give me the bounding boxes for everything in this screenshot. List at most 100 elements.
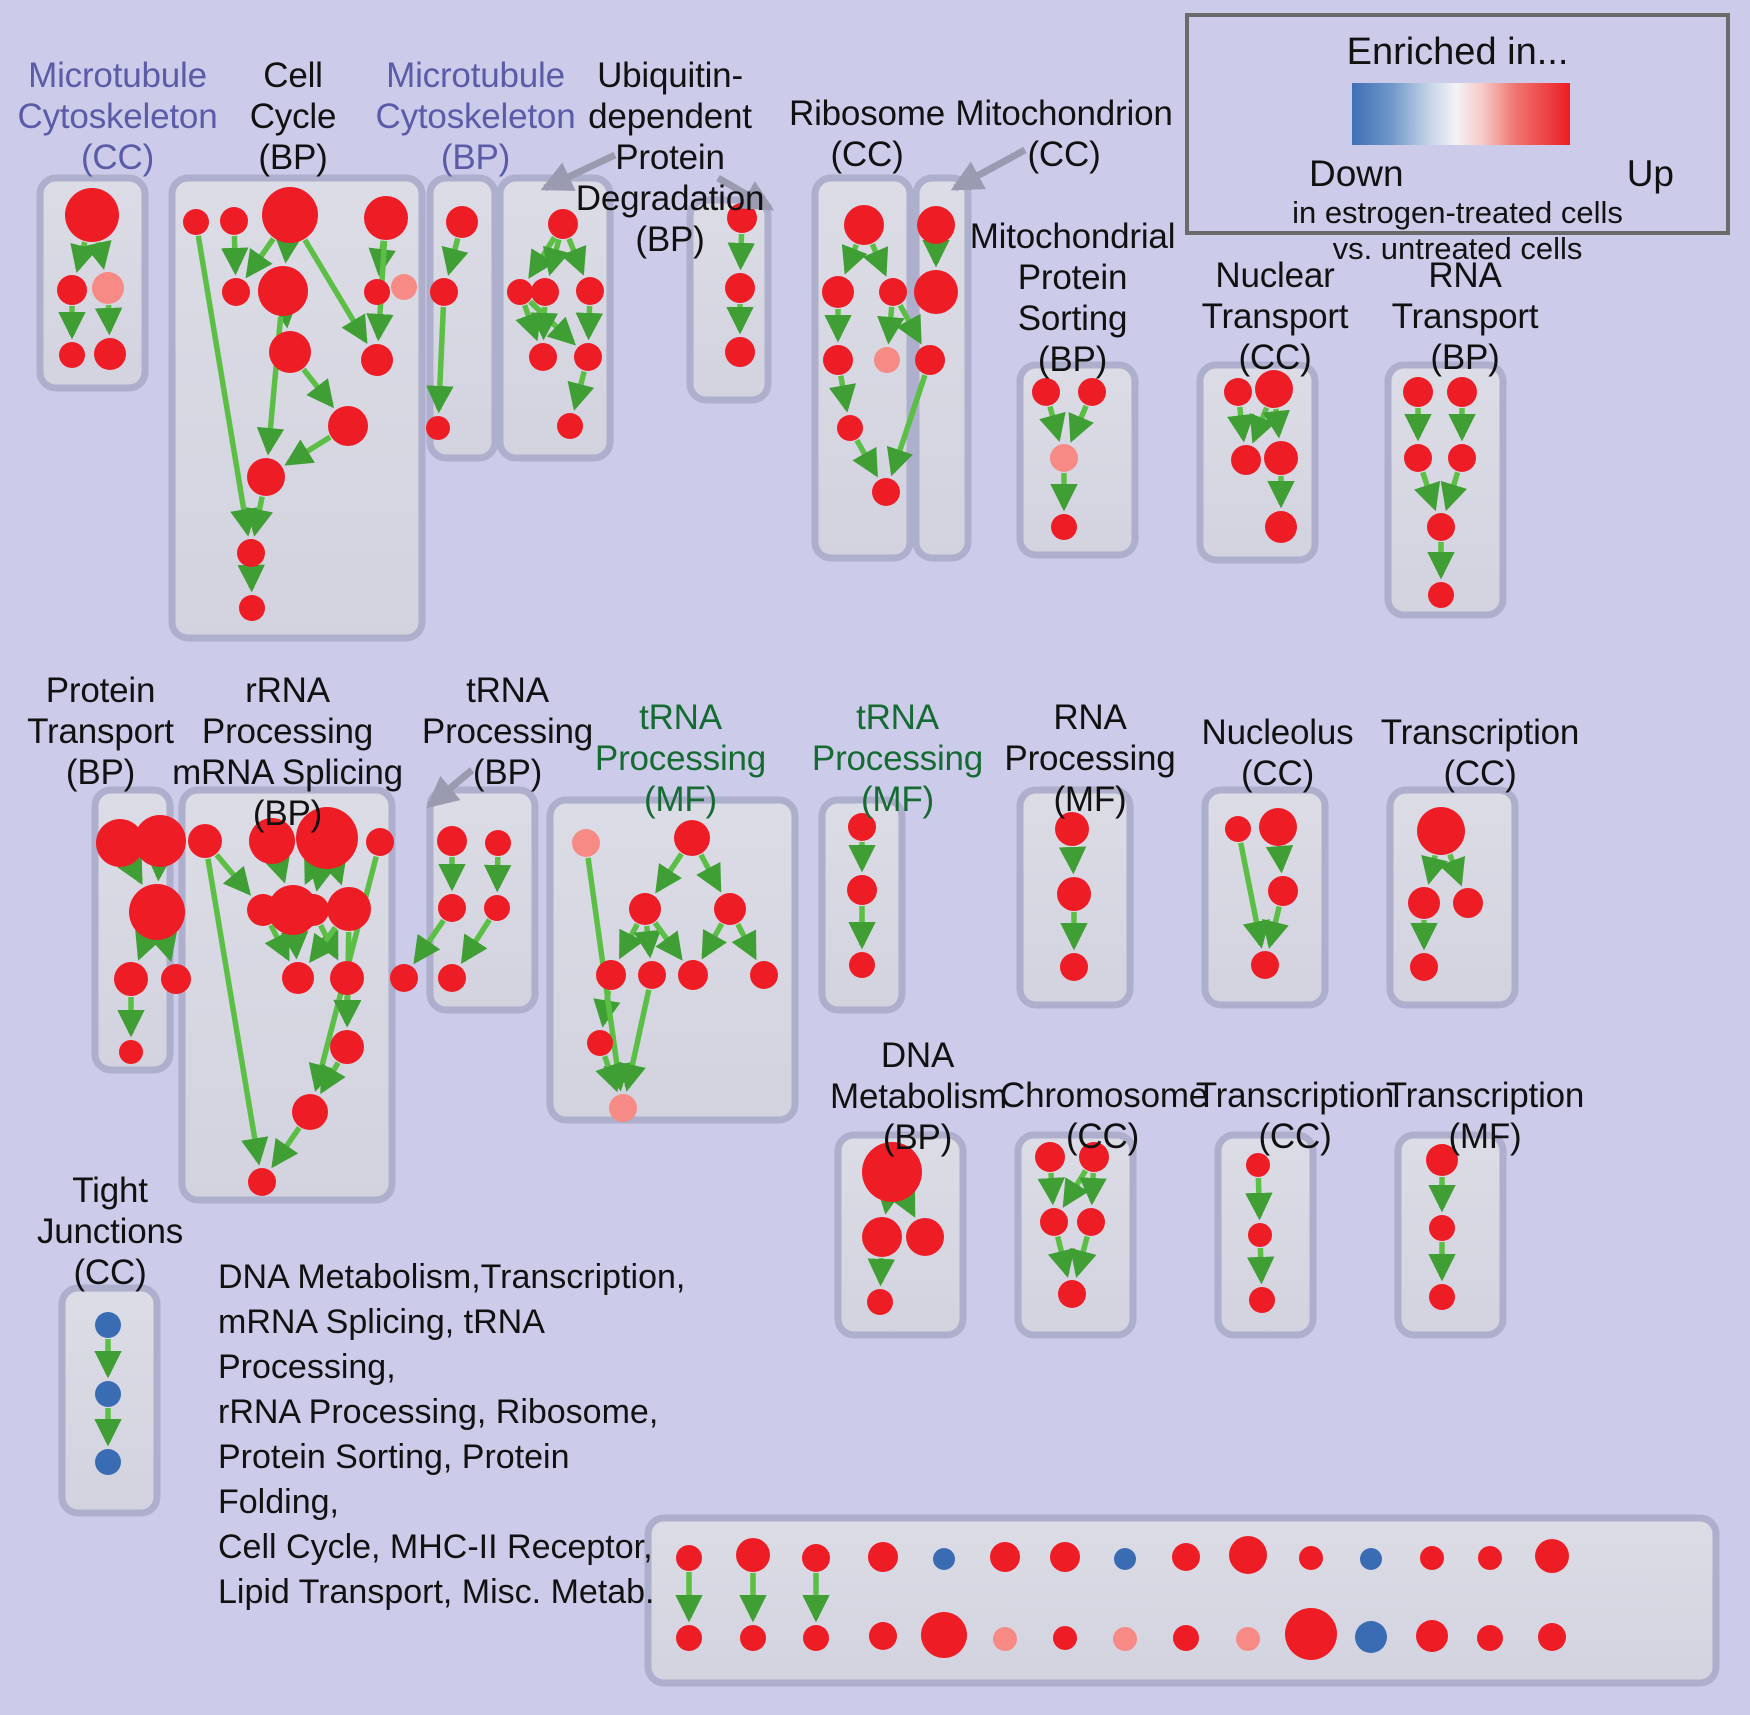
- node-chromosome-cc-1[interactable]: [1079, 1142, 1109, 1172]
- node-cell-cycle-bp-10[interactable]: [247, 458, 285, 496]
- node-trna-processing-mf-large-3[interactable]: [714, 893, 746, 925]
- node-rna-transport-bp-3[interactable]: [1448, 444, 1476, 472]
- node-transcription-mf-2[interactable]: [1429, 1284, 1455, 1310]
- node-ubiquitin-degradation-right-0[interactable]: [727, 203, 757, 233]
- node-rrna-mrna-splicing-bp-10[interactable]: [330, 1030, 364, 1064]
- node-misc-wide-panel-28[interactable]: [1477, 1625, 1503, 1651]
- node-ubiquitin-degradation-right-2[interactable]: [725, 337, 755, 367]
- node-misc-wide-panel-26[interactable]: [1355, 1621, 1387, 1653]
- node-trna-processing-mf-large-9[interactable]: [609, 1094, 637, 1122]
- node-misc-wide-panel-13[interactable]: [1478, 1546, 1502, 1570]
- node-cell-cycle-bp-2[interactable]: [262, 187, 318, 243]
- node-microtubule-cytoskeleton-bp-2[interactable]: [391, 274, 417, 300]
- node-trna-processing-mf-large-5[interactable]: [638, 961, 666, 989]
- node-misc-wide-panel-6[interactable]: [1050, 1542, 1080, 1572]
- node-misc-wide-panel-2[interactable]: [802, 1544, 830, 1572]
- node-misc-wide-panel-3[interactable]: [868, 1542, 898, 1572]
- node-transcription-cc-lower-0[interactable]: [1246, 1153, 1270, 1177]
- node-microtubule-cytoskeleton-cc-3[interactable]: [59, 342, 85, 368]
- node-protein-transport-bp-0[interactable]: [96, 819, 144, 867]
- node-rrna-mrna-splicing-bp-8[interactable]: [282, 962, 314, 994]
- node-misc-wide-panel-14[interactable]: [1535, 1539, 1569, 1573]
- node-microtubule-cytoskeleton-cc-4[interactable]: [94, 338, 126, 370]
- node-nucleolus-cc-1[interactable]: [1259, 808, 1297, 846]
- node-mitochondrion-cc-0[interactable]: [917, 206, 955, 244]
- node-misc-wide-panel-5[interactable]: [990, 1542, 1020, 1572]
- node-rrna-mrna-splicing-bp-12[interactable]: [248, 1168, 276, 1196]
- node-ubiquitin-degradation-left-2[interactable]: [531, 278, 559, 306]
- node-transcription-cc-upper-3[interactable]: [1410, 953, 1438, 981]
- node-misc-wide-panel-29[interactable]: [1538, 1623, 1566, 1651]
- node-cell-cycle-bp-12[interactable]: [239, 595, 265, 621]
- node-cell-cycle-bp-6[interactable]: [364, 279, 390, 305]
- node-trna-processing-mf-large-0[interactable]: [572, 829, 600, 857]
- node-nucleolus-cc-3[interactable]: [1251, 951, 1279, 979]
- node-trna-processing-mf-large-8[interactable]: [587, 1030, 613, 1056]
- node-rna-processing-mf-0[interactable]: [1055, 812, 1089, 846]
- node-rrna-mrna-splicing-bp-2[interactable]: [296, 807, 358, 869]
- node-rrna-mrna-splicing-bp-0[interactable]: [188, 824, 222, 858]
- node-dna-metabolism-bp-0[interactable]: [862, 1142, 922, 1202]
- node-dna-metabolism-bp-3[interactable]: [867, 1289, 893, 1315]
- node-ribosome-cc-1[interactable]: [822, 276, 854, 308]
- node-tight-junctions-cc-0[interactable]: [95, 1312, 121, 1338]
- node-protein-transport-bp-1[interactable]: [134, 815, 186, 867]
- node-trna-processing-mf-large-2[interactable]: [629, 893, 661, 925]
- node-rna-processing-mf-2[interactable]: [1060, 953, 1088, 981]
- node-trna-processing-bp-5[interactable]: [438, 964, 466, 992]
- node-ubiquitin-degradation-left-6[interactable]: [557, 413, 583, 439]
- node-cell-cycle-bp-3[interactable]: [364, 196, 408, 240]
- node-misc-wide-panel-11[interactable]: [1360, 1548, 1382, 1570]
- node-misc-wide-panel-25[interactable]: [1285, 1608, 1337, 1660]
- node-trna-processing-mf-large-6[interactable]: [678, 960, 708, 990]
- node-trna-processing-mf-large-4[interactable]: [596, 960, 626, 990]
- node-ubiquitin-degradation-left-0[interactable]: [548, 209, 578, 239]
- node-nuclear-transport-cc-3[interactable]: [1264, 441, 1298, 475]
- node-cell-cycle-bp-0[interactable]: [183, 209, 209, 235]
- node-misc-wide-panel-8[interactable]: [1172, 1543, 1200, 1571]
- node-mitochondrial-protein-sorting-bp-0[interactable]: [1032, 378, 1060, 406]
- node-protein-transport-bp-5[interactable]: [119, 1040, 143, 1064]
- node-cell-cycle-bp-7[interactable]: [269, 331, 311, 373]
- node-cell-cycle-bp-11[interactable]: [237, 539, 265, 567]
- node-misc-wide-panel-4[interactable]: [933, 1548, 955, 1570]
- node-trna-processing-mf-small-1[interactable]: [847, 875, 877, 905]
- node-dna-metabolism-bp-1[interactable]: [862, 1217, 902, 1257]
- node-cell-cycle-bp-4[interactable]: [222, 278, 250, 306]
- node-misc-wide-panel-27[interactable]: [1416, 1620, 1448, 1652]
- node-microtubule-cytoskeleton-bp-3[interactable]: [426, 416, 450, 440]
- node-misc-wide-panel-22[interactable]: [1113, 1627, 1137, 1651]
- node-misc-wide-panel-1[interactable]: [736, 1538, 770, 1572]
- node-ubiquitin-degradation-left-5[interactable]: [574, 343, 602, 371]
- node-misc-wide-panel-7[interactable]: [1114, 1548, 1136, 1570]
- node-microtubule-cytoskeleton-cc-1[interactable]: [57, 275, 87, 305]
- node-rna-transport-bp-0[interactable]: [1403, 377, 1433, 407]
- node-misc-wide-panel-9[interactable]: [1229, 1536, 1267, 1574]
- node-transcription-cc-upper-0[interactable]: [1417, 807, 1465, 855]
- node-trna-processing-mf-small-0[interactable]: [848, 813, 876, 841]
- node-mitochondrion-cc-1[interactable]: [914, 270, 958, 314]
- node-misc-wide-panel-12[interactable]: [1420, 1546, 1444, 1570]
- node-rrna-mrna-splicing-bp-9[interactable]: [330, 961, 364, 995]
- node-misc-wide-panel-16[interactable]: [740, 1625, 766, 1651]
- node-ribosome-cc-3[interactable]: [823, 345, 853, 375]
- node-ribosome-cc-5[interactable]: [915, 345, 945, 375]
- node-microtubule-cytoskeleton-cc-2[interactable]: [92, 272, 124, 304]
- node-transcription-cc-lower-1[interactable]: [1248, 1223, 1272, 1247]
- node-nuclear-transport-cc-4[interactable]: [1265, 511, 1297, 543]
- node-trna-processing-mf-large-7[interactable]: [750, 961, 778, 989]
- node-misc-wide-panel-21[interactable]: [1053, 1626, 1077, 1650]
- node-nuclear-transport-cc-1[interactable]: [1255, 370, 1293, 408]
- node-microtubule-cytoskeleton-cc-0[interactable]: [65, 188, 119, 242]
- node-protein-transport-bp-3[interactable]: [114, 962, 148, 996]
- node-rrna-mrna-splicing-bp-7[interactable]: [327, 887, 371, 931]
- node-misc-wide-panel-0[interactable]: [676, 1545, 702, 1571]
- node-microtubule-cytoskeleton-bp-1[interactable]: [430, 278, 458, 306]
- node-ribosome-cc-2[interactable]: [879, 278, 907, 306]
- node-misc-wide-panel-18[interactable]: [869, 1622, 897, 1650]
- node-cell-cycle-bp-9[interactable]: [328, 406, 368, 446]
- node-tight-junctions-cc-1[interactable]: [95, 1381, 121, 1407]
- node-rna-transport-bp-1[interactable]: [1447, 377, 1477, 407]
- node-ubiquitin-degradation-left-1[interactable]: [507, 279, 533, 305]
- node-ribosome-cc-7[interactable]: [872, 478, 900, 506]
